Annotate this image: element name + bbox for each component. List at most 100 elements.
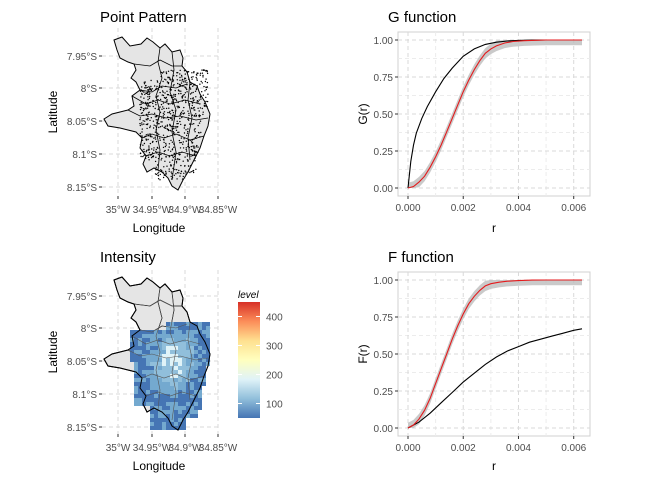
- event-point: [178, 152, 180, 154]
- event-point: [196, 151, 198, 153]
- event-point: [148, 152, 151, 154]
- intensity-cell: [162, 410, 166, 414]
- intensity-cell: [158, 414, 162, 418]
- event-point: [161, 94, 163, 96]
- event-point: [157, 99, 159, 101]
- event-point: [159, 106, 161, 108]
- y-axis-title: Latitude: [46, 90, 60, 133]
- intensity-cell: [174, 354, 178, 358]
- event-point: [178, 134, 180, 136]
- intensity-cell: [182, 394, 186, 398]
- intensity-cell: [190, 334, 194, 338]
- intensity-cell: [202, 362, 206, 366]
- intensity-cell: [182, 350, 186, 354]
- intensity-cell: [190, 414, 194, 418]
- intensity-cell: [190, 350, 194, 354]
- event-point: [151, 88, 153, 90]
- event-point: [142, 109, 145, 112]
- intensity-cell: [134, 330, 138, 334]
- event-point: [182, 94, 184, 97]
- event-point: [161, 108, 163, 111]
- event-point: [171, 78, 174, 80]
- event-point: [189, 93, 192, 95]
- intensity-cell: [154, 410, 158, 414]
- district-boundary: [133, 59, 182, 67]
- event-point: [158, 133, 160, 136]
- intensity-cell: [138, 382, 142, 386]
- intensity-cell: [186, 346, 190, 350]
- observed-line: [407, 328, 583, 429]
- intensity-cell: [150, 374, 154, 378]
- intensity-cell: [134, 378, 138, 382]
- intensity-cell: [178, 386, 182, 390]
- event-point: [184, 156, 186, 158]
- intensity-cell: [162, 366, 166, 370]
- intensity-cell: [138, 378, 142, 382]
- event-point: [179, 153, 181, 155]
- intensity-cell: [150, 334, 154, 338]
- event-point: [158, 126, 160, 129]
- event-point: [155, 87, 158, 90]
- event-point: [190, 164, 192, 167]
- event-point: [141, 124, 143, 126]
- intensity-cell: [146, 342, 150, 346]
- event-point: [154, 131, 157, 133]
- event-point: [167, 70, 170, 73]
- intensity-cell: [178, 350, 182, 354]
- intensity-cell: [186, 382, 190, 386]
- event-point: [145, 107, 147, 109]
- intensity-cell: [158, 394, 162, 398]
- event-point: [165, 172, 167, 174]
- event-point: [191, 78, 193, 80]
- event-point: [170, 69, 172, 72]
- event-point: [172, 114, 174, 116]
- y-tick-label: 0.00: [374, 424, 394, 435]
- event-point: [168, 76, 170, 79]
- event-point: [206, 72, 209, 75]
- event-point: [163, 111, 166, 113]
- event-point: [155, 166, 157, 168]
- district-boundary: [131, 95, 201, 105]
- event-point: [160, 71, 163, 74]
- event-point: [181, 97, 183, 99]
- event-point: [205, 78, 207, 80]
- event-point: [142, 108, 145, 110]
- event-point: [170, 175, 172, 178]
- event-point: [141, 149, 143, 151]
- event-point: [162, 134, 165, 136]
- event-point: [196, 101, 198, 103]
- event-point: [149, 133, 151, 135]
- event-point: [162, 115, 165, 117]
- event-point: [161, 72, 164, 74]
- event-point: [144, 153, 146, 156]
- event-point: [163, 107, 165, 110]
- y-tick-label: 0.50: [374, 110, 394, 121]
- event-point: [180, 92, 182, 95]
- event-point: [196, 144, 198, 147]
- intensity-cell: [174, 346, 178, 350]
- intensity-cell: [190, 390, 194, 394]
- event-point: [172, 96, 174, 99]
- intensity-cell: [174, 378, 178, 382]
- intensity-cell: [162, 382, 166, 386]
- event-point: [175, 129, 178, 131]
- intensity-cell: [162, 394, 166, 398]
- event-point: [185, 129, 187, 131]
- event-point: [147, 135, 150, 137]
- intensity-cell: [206, 326, 210, 330]
- event-point: [192, 171, 195, 174]
- event-point: [185, 140, 187, 142]
- event-point: [179, 117, 181, 120]
- intensity-cell: [190, 406, 194, 410]
- intensity-cell: [178, 394, 182, 398]
- intensity-cell: [182, 378, 186, 382]
- event-point: [155, 129, 158, 131]
- intensity-cell: [166, 406, 170, 410]
- x-tick-label: 34.9°W: [169, 205, 202, 216]
- y-tick-label: 8.05°S: [67, 117, 97, 128]
- intensity-cell: [138, 366, 142, 370]
- event-point: [188, 119, 190, 121]
- event-point: [180, 111, 183, 114]
- event-point: [143, 142, 146, 145]
- event-point: [148, 145, 150, 147]
